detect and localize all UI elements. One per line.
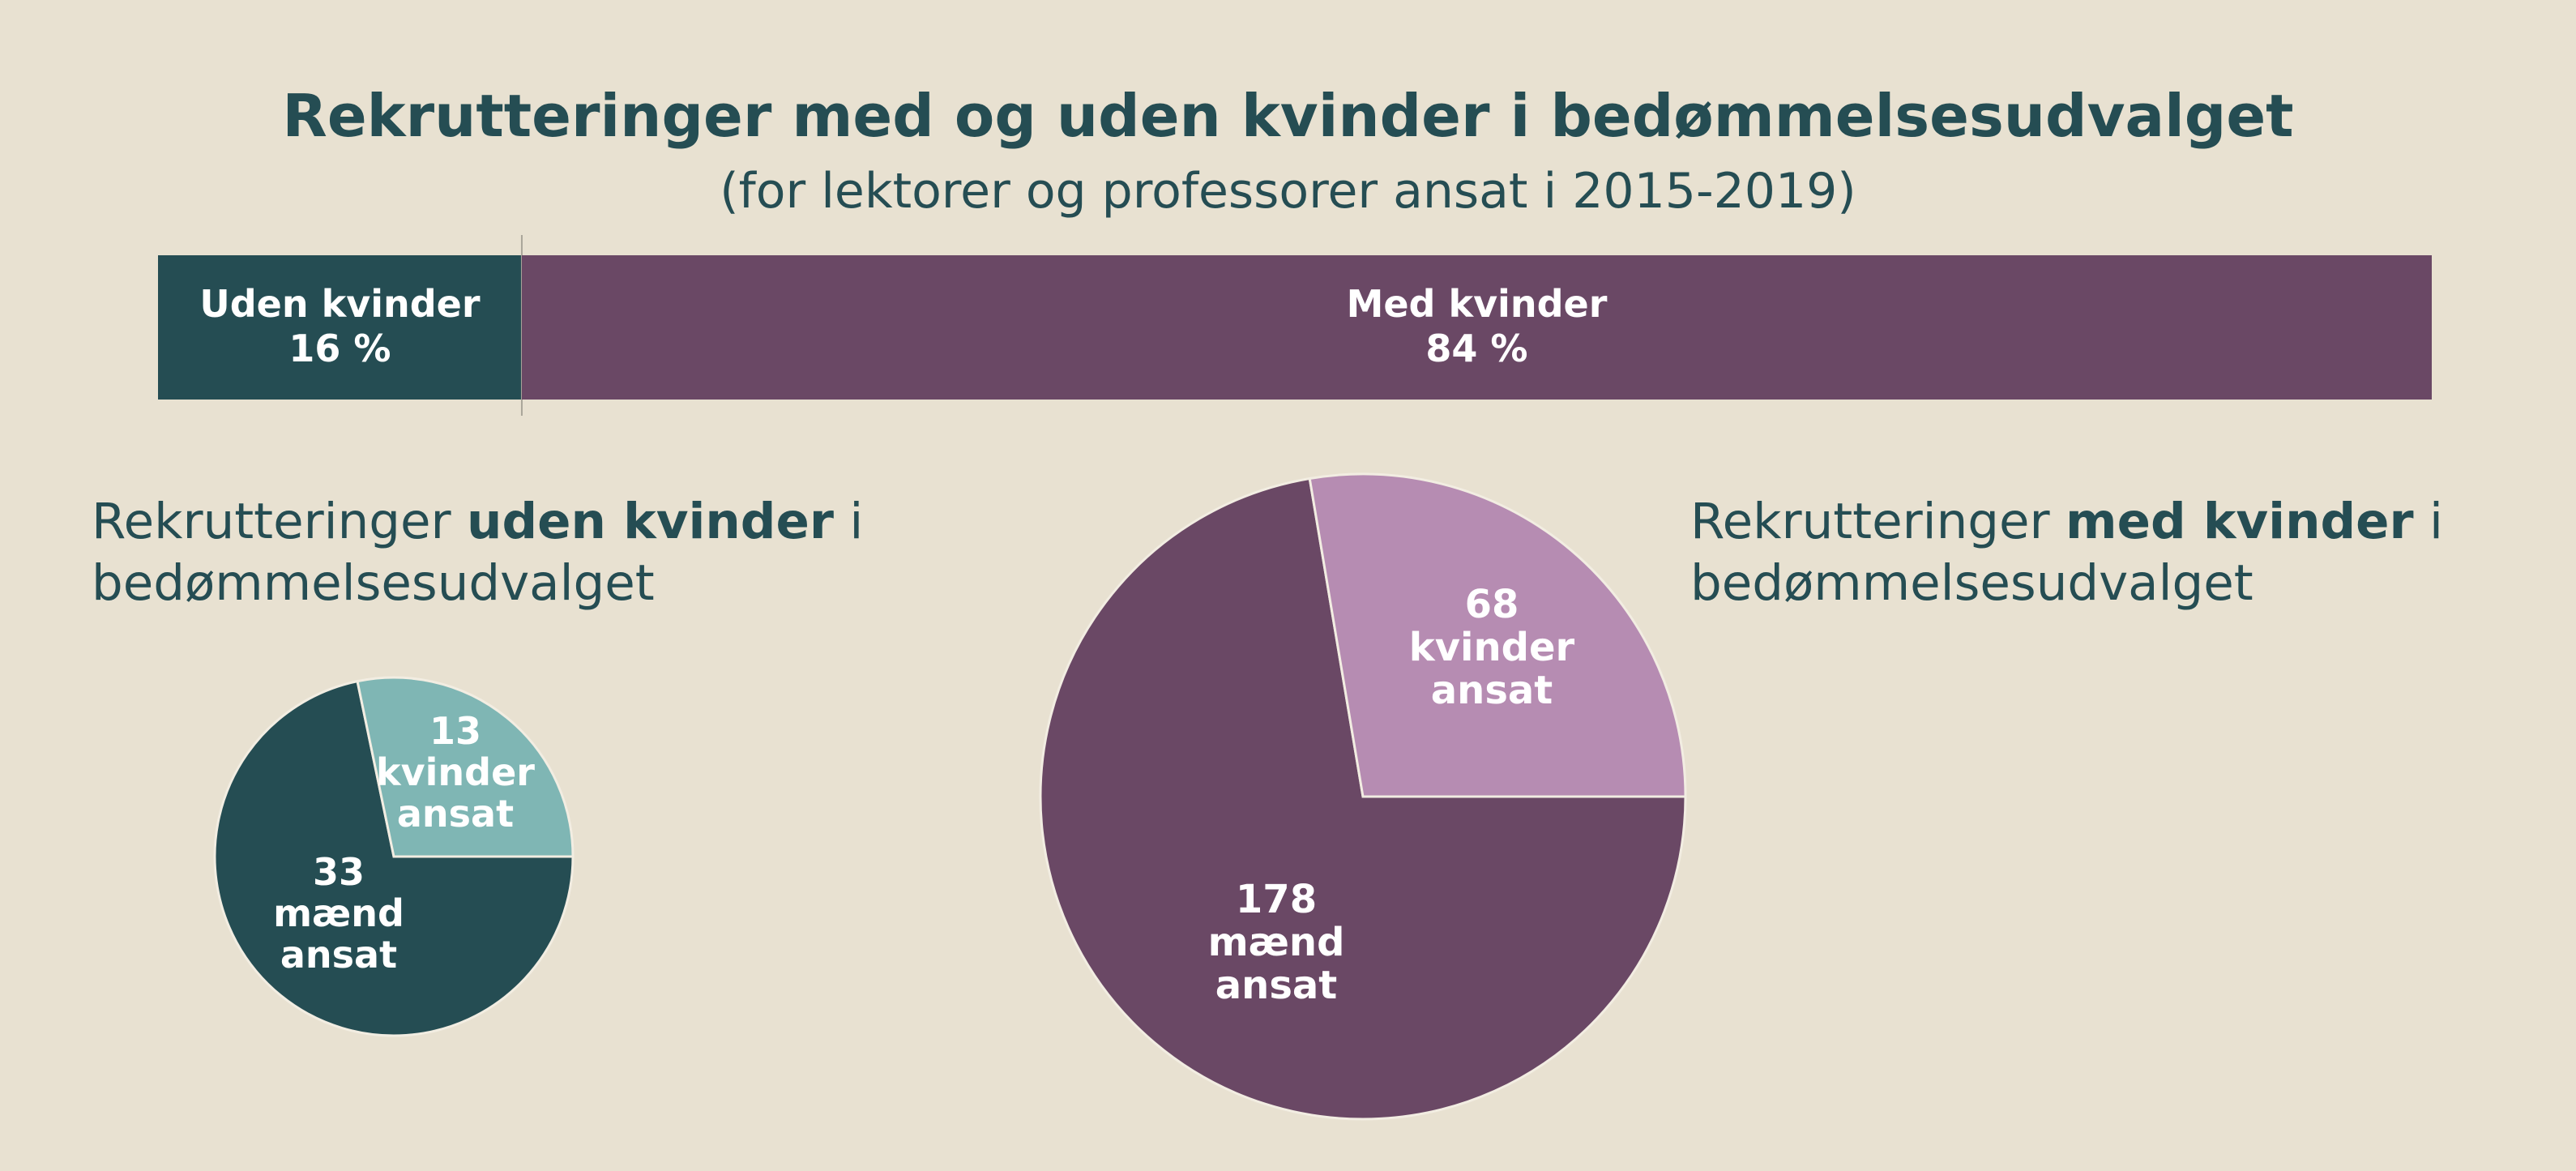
pie-1-kvinder-label-line-1: 13	[429, 709, 481, 753]
bar-segment-name-1: Uden kvinder	[199, 282, 480, 326]
pie-2-kvinder-label-line-3: ansat	[1431, 668, 1553, 713]
pie-2-kvinder-label-line-2: kvinder	[1409, 625, 1575, 670]
left-pie-heading-prefix: Rekrutteringer	[92, 493, 468, 550]
pie-1-slice-maend	[213, 679, 575, 1037]
pie-2-slice-maend	[1039, 477, 1687, 1121]
pie-1-maend-label-line-1: 33	[313, 850, 365, 894]
pie-1-kvinder-label-line-3: ansat	[397, 792, 514, 836]
right-pie-heading: Rekrutteringer med kvinder i bedømmelses…	[1690, 491, 2501, 614]
chart-title: Rekrutteringer med og uden kvinder i bed…	[282, 82, 2294, 150]
bar-segment-value-1: 16 %	[288, 327, 391, 370]
chart-subtitle: (for lektorer og professorer ansat i 201…	[720, 163, 1856, 220]
left-pie-heading-bold: uden kvinder	[467, 493, 834, 550]
pie-1-maend-label-line-3: ansat	[280, 933, 397, 977]
right-pie-heading-suffix: i bedømmelsesudvalget	[1690, 493, 2443, 612]
pie-2-maend-label-line-3: ansat	[1215, 963, 1337, 1008]
bar-segment-med-kvinder	[521, 255, 2433, 400]
pie-1-kvinder-label-line-2: kvinder	[376, 750, 535, 794]
bar-segment-uden-kvinder	[158, 255, 522, 400]
pie-2-slice-kvinder	[1308, 472, 1687, 798]
left-pie-heading-suffix: i bedømmelsesudvalget	[92, 493, 864, 612]
right-pie-heading-prefix: Rekrutteringer	[1690, 493, 2066, 550]
pie-1-maend-label-line-2: mænd	[273, 891, 404, 935]
pie-1-slice-kvinder	[356, 676, 575, 858]
right-pie-heading-bold: med kvinder	[2065, 493, 2414, 550]
pie-2-maend-label-line-2: mænd	[1208, 920, 1345, 965]
bar-segment-value-2: 84 %	[1425, 327, 1527, 370]
left-pie-heading: Rekrutteringer uden kvinder i bedømmelse…	[92, 491, 902, 614]
pie-2-kvinder-label-line-1: 68	[1465, 582, 1519, 627]
pie-2-maend-label-line-1: 178	[1236, 877, 1317, 922]
bar-segment-name-2: Med kvinder	[1347, 282, 1608, 326]
